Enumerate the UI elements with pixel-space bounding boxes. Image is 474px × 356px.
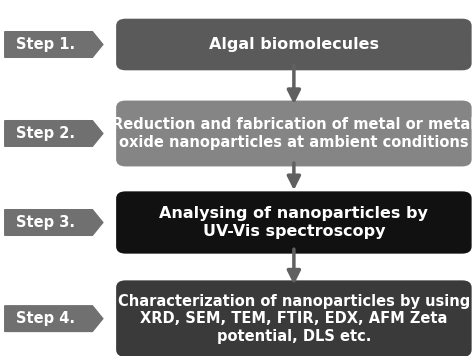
Text: Step 3.: Step 3. xyxy=(17,215,75,230)
Text: Analysing of nanoparticles by
UV-Vis spectroscopy: Analysing of nanoparticles by UV-Vis spe… xyxy=(159,206,428,239)
FancyBboxPatch shape xyxy=(116,192,472,253)
FancyBboxPatch shape xyxy=(116,19,472,70)
Polygon shape xyxy=(5,32,103,57)
Text: Step 1.: Step 1. xyxy=(17,37,75,52)
FancyBboxPatch shape xyxy=(116,281,472,356)
Polygon shape xyxy=(5,210,103,235)
Text: Step 4.: Step 4. xyxy=(17,311,75,326)
Polygon shape xyxy=(5,306,103,331)
Polygon shape xyxy=(5,121,103,146)
FancyBboxPatch shape xyxy=(116,100,472,167)
Text: Step 2.: Step 2. xyxy=(17,126,75,141)
Text: Reduction and fabrication of metal or metal
oxide nanoparticles at ambient condi: Reduction and fabrication of metal or me… xyxy=(112,117,474,150)
Text: Algal biomolecules: Algal biomolecules xyxy=(209,37,379,52)
Text: Characterization of nanoparticles by using
XRD, SEM, TEM, FTIR, EDX, AFM Zeta
po: Characterization of nanoparticles by usi… xyxy=(118,294,470,344)
